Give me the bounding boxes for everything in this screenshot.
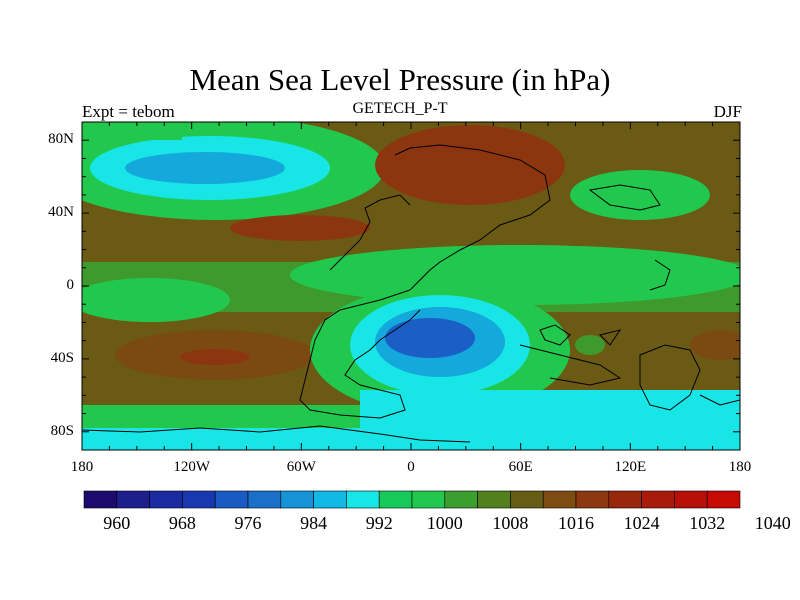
colorbar-label: 976: [234, 513, 262, 533]
field-pacific-tropics: [82, 278, 230, 322]
colorbar-swatch: [247, 490, 282, 509]
coast-east-continent: [639, 344, 701, 411]
coast-main-continent: [299, 144, 551, 419]
y-tick-label: 0: [66, 277, 75, 293]
coast-antarctica: [82, 425, 471, 443]
colorbar-swatch: [706, 490, 741, 509]
colorbar-swatch: [575, 490, 610, 509]
colorbar-swatch: [542, 490, 577, 509]
dataset-label: GETECH_P-T: [352, 100, 448, 117]
colorbar-label: 984: [300, 513, 328, 533]
x-tick-label: 60W: [286, 459, 316, 475]
experiment-label: Expt = tebom: [82, 102, 175, 121]
field-npac-east: [570, 170, 710, 220]
season-label: DJF: [713, 102, 742, 121]
coast-northeast: [588, 184, 661, 211]
coast-south-shelf: [519, 344, 622, 386]
coast-ne-arc: [649, 259, 671, 291]
colorbar-swatch: [411, 490, 446, 509]
x-tick-label: 0: [407, 459, 415, 475]
field-arctic-band: [82, 122, 182, 140]
colorbar-swatch: [378, 490, 413, 509]
x-tick-label: 60E: [508, 459, 533, 475]
field-south-984: [385, 318, 475, 358]
field-spac-core: [180, 349, 250, 365]
field-asian-high: [375, 125, 565, 205]
coast-island-2: [599, 329, 622, 346]
colorbar-swatch: [149, 490, 183, 509]
axis-ticks: [81, 121, 741, 451]
field-southern-low: [360, 390, 740, 435]
colorbar-label: 992: [365, 513, 393, 533]
colorbar-label: 1032: [689, 513, 726, 533]
colorbar-swatch: [444, 490, 478, 509]
field-east-dark: [575, 335, 605, 355]
map-title: Mean Sea Level Pressure (in hPa): [189, 62, 611, 97]
pressure-field: [82, 122, 740, 450]
colorbar-label: 1000: [426, 513, 463, 533]
colorbar-swatch: [83, 490, 118, 509]
field-npac-992: [125, 152, 285, 184]
y-tick-label: 40N: [48, 204, 74, 221]
field-east-high: [690, 330, 740, 360]
colorbar-swatch: [116, 490, 150, 509]
colorbar-swatch: [280, 490, 314, 509]
colorbar-label: 1008: [492, 513, 529, 533]
x-tick-label: 180: [728, 459, 752, 475]
coast-north: [329, 194, 411, 271]
colorbar-label: 968: [168, 513, 196, 533]
coast-island-1: [539, 324, 571, 346]
field-npac-high: [230, 215, 370, 241]
colorbar-swatch: [313, 490, 347, 509]
colorbar-label: 1024: [623, 513, 660, 533]
y-tick-label: 80S: [50, 422, 74, 439]
colorbar-label: 1040: [754, 513, 791, 533]
x-tick-label: 120E: [614, 459, 647, 475]
y-tick-label: 40S: [50, 349, 74, 366]
colorbar-swatch: [641, 490, 675, 509]
y-tick-label: 80N: [48, 131, 74, 148]
colorbar-label: 960: [103, 513, 131, 533]
colorbar-label: 1016: [558, 513, 594, 533]
colorbar-swatch: [214, 490, 249, 509]
colorbar-swatch: [608, 490, 642, 509]
coastlines: [82, 144, 740, 443]
colorbar-swatch: [346, 490, 380, 509]
x-tick-label: 120W: [173, 459, 210, 475]
colorbar: [83, 490, 741, 509]
colorbar-swatch: [510, 490, 544, 509]
colorbar-swatch: [477, 490, 511, 509]
colorbar-swatch: [182, 490, 216, 509]
x-tick-label: 180: [70, 459, 94, 475]
colorbar-swatch: [674, 490, 708, 509]
coast-far-east: [699, 394, 740, 406]
field-tropics: [290, 245, 740, 305]
